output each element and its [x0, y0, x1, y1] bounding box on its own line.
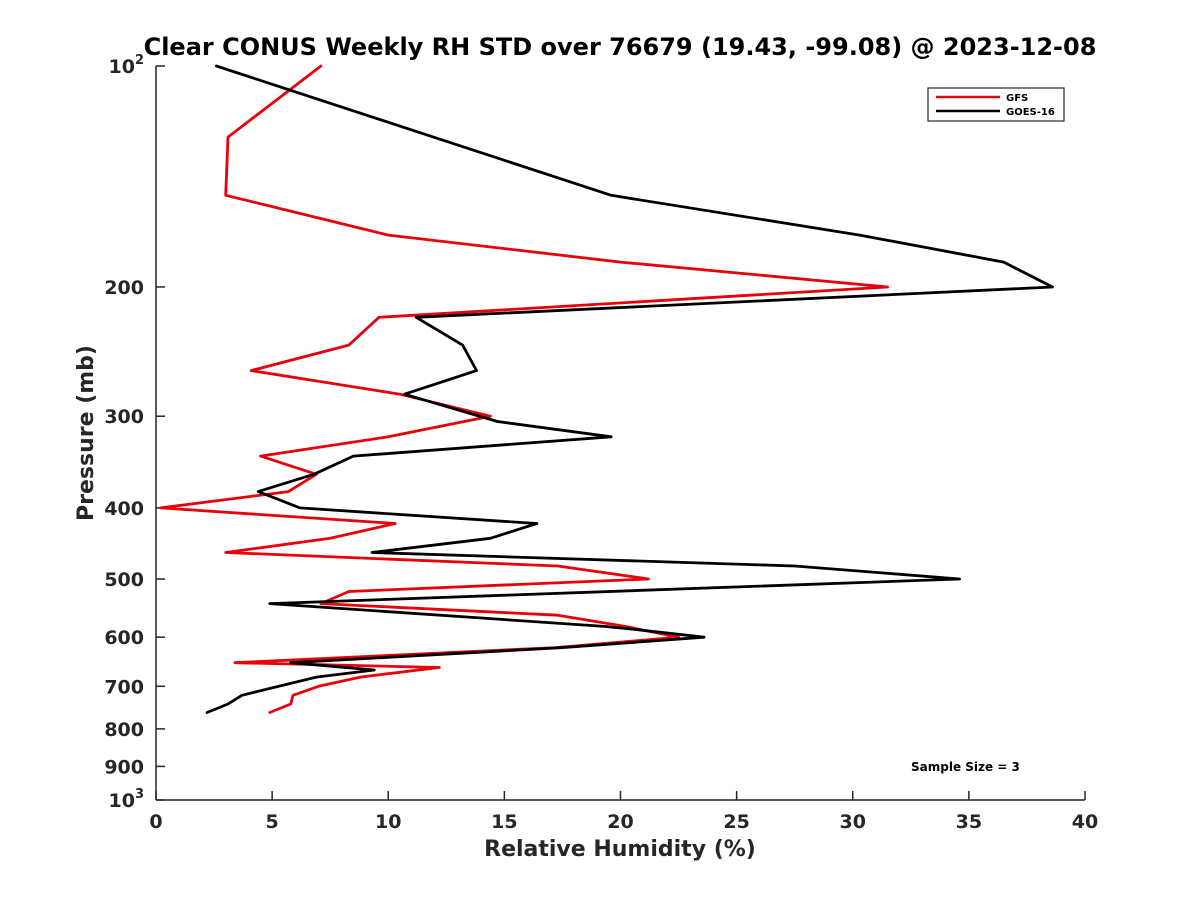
plot-area: 0 5 10 15 20 25 30 35 40 102 200 300 400 500 600 700 80… — [104, 53, 1098, 833]
y-tick-label: 800 — [104, 719, 144, 741]
y-tick-label: 400 — [104, 498, 144, 520]
y-axis-label: Pressure (mb) — [74, 345, 99, 521]
x-tick-label: 40 — [1072, 811, 1098, 833]
y-tick-label: 200 — [104, 277, 144, 299]
x-tick-label: 0 — [149, 811, 162, 833]
legend-label-gfs: GFS — [1006, 93, 1028, 104]
sample-size-annotation: Sample Size = 3 — [911, 760, 1020, 774]
y-tick-label: 600 — [104, 627, 144, 649]
x-tick-label: 35 — [956, 811, 982, 833]
y-ticks: 102 200 300 400 500 600 700 800 900 103 — [104, 53, 165, 812]
chart-title: Clear CONUS Weekly RH STD over 76679 (19… — [144, 33, 1097, 61]
y-tick-label: 900 — [104, 756, 144, 778]
series-line-gfs — [159, 64, 889, 714]
x-tick-label: 30 — [840, 811, 866, 833]
x-ticks: 0 5 10 15 20 25 30 35 40 — [149, 791, 1098, 833]
x-tick-label: 15 — [491, 811, 517, 833]
legend-box — [927, 87, 1065, 122]
y-tick-label: 300 — [104, 406, 144, 428]
y-tick-label: 500 — [104, 569, 144, 591]
y-tick-label: 700 — [104, 676, 144, 698]
x-axis-label: Relative Humidity (%) — [484, 837, 756, 862]
legend: GFS GOES-16 — [927, 87, 1065, 122]
x-tick-label: 20 — [607, 811, 633, 833]
x-tick-label: 10 — [375, 811, 401, 833]
x-tick-label: 5 — [266, 811, 279, 833]
legend-label-goes16: GOES-16 — [1006, 107, 1055, 118]
y-tick-label: 103 — [109, 787, 145, 812]
x-tick-label: 25 — [723, 811, 749, 833]
series-layer — [159, 64, 1054, 714]
y-tick-label: 102 — [109, 53, 145, 78]
series-line-goes-16 — [205, 64, 1054, 714]
